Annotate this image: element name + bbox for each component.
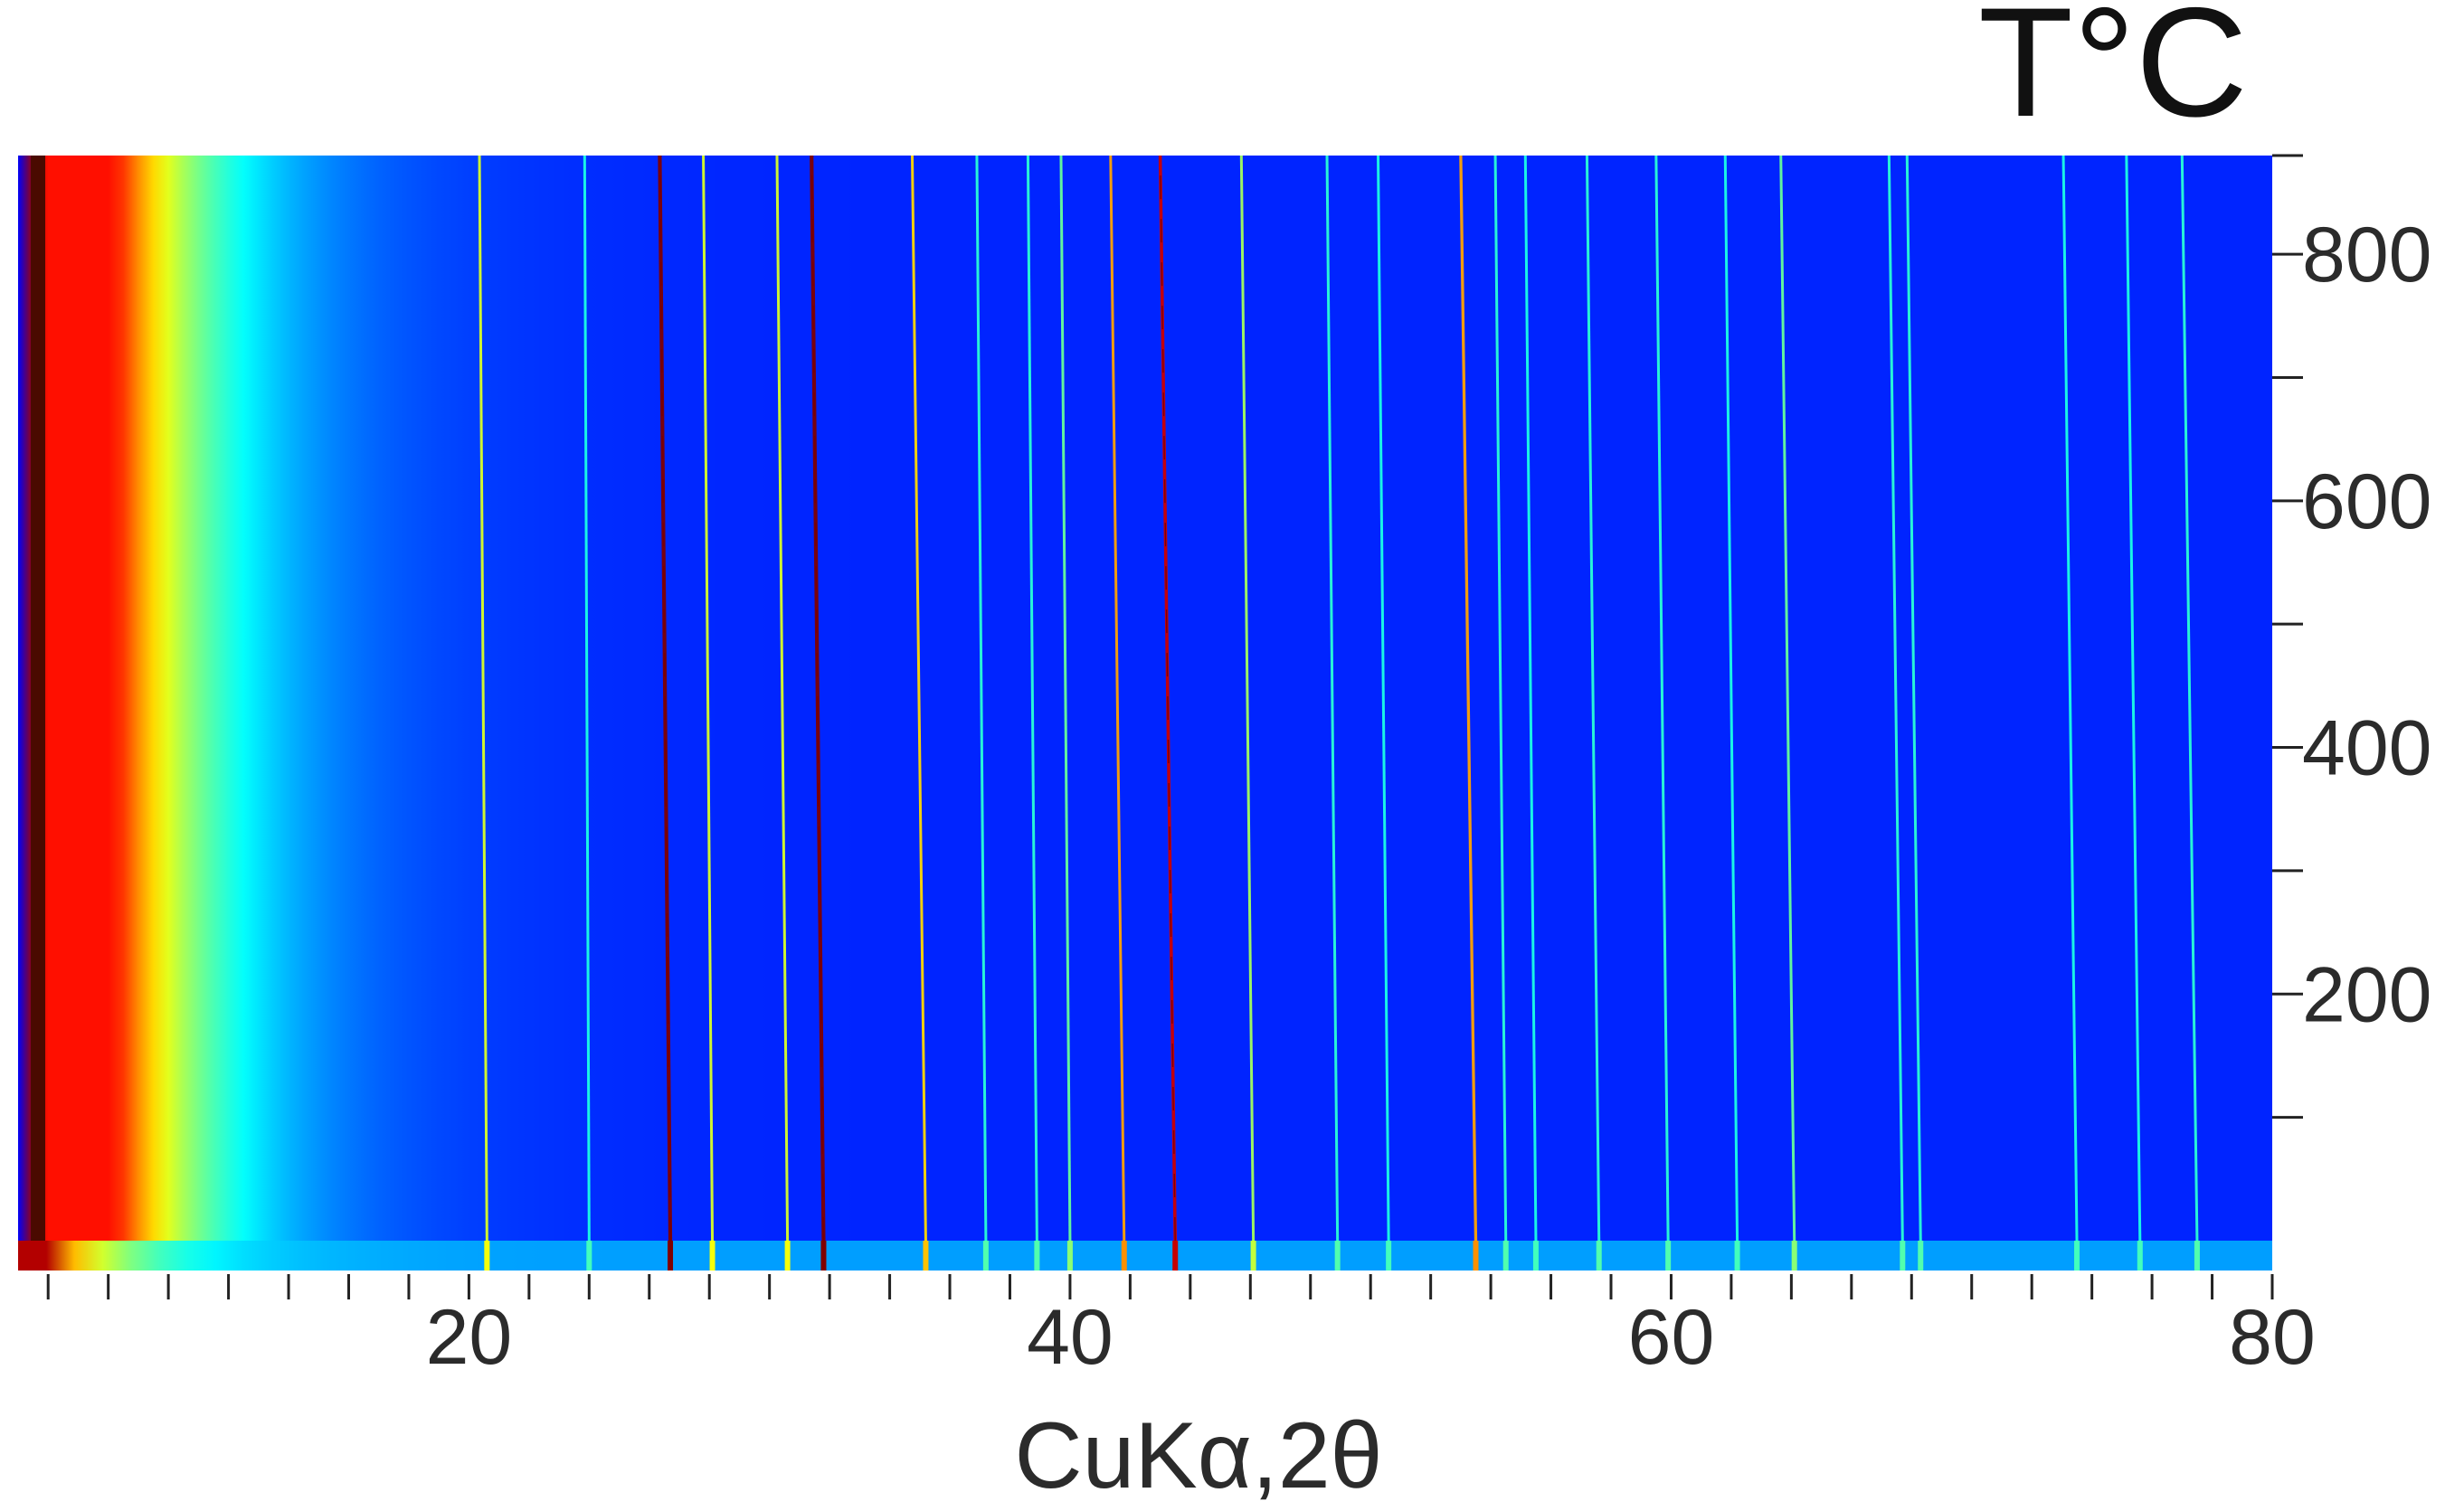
axes: 20 40 60 80 200 400 600 800 — [46, 154, 2432, 1381]
initial-scan-peak — [1334, 1241, 1341, 1271]
initial-scan-peak — [2194, 1241, 2200, 1271]
initial-scan-peak — [1918, 1241, 1924, 1271]
peak-line — [1654, 155, 1670, 1242]
peak-line-core — [810, 155, 825, 1242]
peak-line — [1905, 155, 1922, 1242]
peak-line — [1059, 155, 1072, 1242]
initial-scan-peak — [1596, 1241, 1602, 1271]
initial-scan-peak — [2137, 1241, 2143, 1271]
peak-line — [1585, 155, 1601, 1242]
peak-line-core — [659, 155, 671, 1242]
initial-scan-peak — [923, 1241, 929, 1271]
peak-line — [478, 155, 488, 1242]
initial-scan-peak — [1900, 1241, 1906, 1271]
peak-line — [1239, 155, 1256, 1242]
initial-scan-peak — [1734, 1241, 1740, 1271]
initial-scan-peak — [820, 1241, 827, 1271]
initial-scan-peak — [2074, 1241, 2080, 1271]
initial-scan-profile — [18, 1241, 2272, 1271]
initial-scan-peak — [1034, 1241, 1040, 1271]
x-tick-label: 20 — [426, 1294, 513, 1381]
heatmap-low-angle-edge — [31, 156, 45, 1241]
peak-line — [910, 155, 927, 1242]
x-tick-label: 40 — [1027, 1294, 1114, 1381]
initial-scan-peak — [1665, 1241, 1672, 1271]
peak-line — [1377, 155, 1390, 1242]
peak-line — [1887, 155, 1904, 1242]
initial-scan-peak — [709, 1241, 716, 1271]
peak-line — [583, 155, 591, 1242]
peak-line — [1459, 155, 1478, 1242]
peak-line — [1723, 155, 1739, 1242]
peak-line — [1109, 155, 1126, 1242]
initial-scan-peak — [1791, 1241, 1797, 1271]
initial-scan-peak — [1172, 1241, 1179, 1271]
peak-line — [1325, 155, 1340, 1242]
x-tick-label: 60 — [1628, 1294, 1715, 1381]
initial-scan-peak — [668, 1241, 674, 1271]
initial-scan-peak — [1066, 1241, 1073, 1271]
x-tick-label: 80 — [2229, 1294, 2316, 1381]
peak-line — [702, 155, 715, 1242]
initial-scan-peak — [586, 1241, 592, 1271]
initial-scan-peak — [1386, 1241, 1392, 1271]
peak-line — [1523, 155, 1538, 1242]
heatmap-plot-area — [18, 155, 2272, 1271]
peak-line — [1493, 155, 1508, 1242]
initial-scan-peak — [784, 1241, 791, 1271]
heatmap-background — [18, 156, 2272, 1241]
peak-line — [2061, 155, 2079, 1242]
peak-line — [775, 155, 790, 1242]
initial-scan-peak — [1532, 1241, 1539, 1271]
peak-line-core — [1159, 155, 1176, 1242]
x-axis-title: CuKα,2θ — [1014, 1403, 1382, 1502]
peak-line — [2125, 155, 2142, 1242]
y-axis-title: T°C — [1978, 0, 2248, 149]
y-tick-label: 200 — [2302, 951, 2432, 1038]
peak-line — [975, 155, 988, 1242]
initial-scan-peak — [982, 1241, 989, 1271]
initial-scan-peak — [1502, 1241, 1509, 1271]
peak-line — [2180, 155, 2199, 1242]
initial-scan-peak — [1121, 1241, 1127, 1271]
y-tick-label: 600 — [2302, 458, 2432, 545]
initial-scan-peak — [1473, 1241, 1479, 1271]
peak-line — [1779, 155, 1796, 1242]
initial-scan-peak — [484, 1241, 490, 1271]
y-tick-label: 800 — [2302, 212, 2432, 298]
y-tick-label: 400 — [2302, 705, 2432, 792]
peak-line — [1026, 155, 1038, 1242]
initial-scan-peak — [1250, 1241, 1256, 1271]
